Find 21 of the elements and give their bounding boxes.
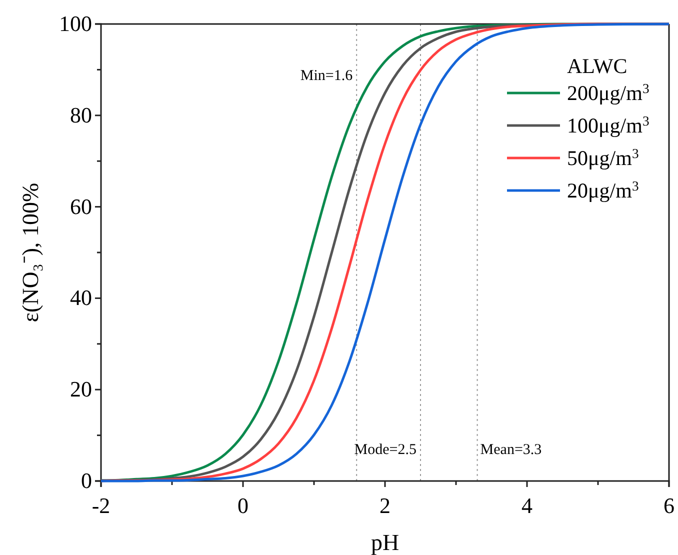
- x-tick-label: 2: [380, 493, 390, 518]
- x-tick-label: -2: [92, 493, 110, 518]
- ref-line-label: Mode=2.5: [354, 442, 416, 458]
- legend-title: ALWC: [567, 54, 628, 78]
- x-tick-label: 6: [664, 493, 674, 518]
- y-tick-label: 60: [70, 194, 92, 219]
- ref-line-label: Min=1.6: [300, 68, 354, 84]
- y-tick-label: 80: [70, 102, 92, 128]
- x-tick-label: 4: [522, 493, 532, 518]
- y-tick-label: 20: [70, 376, 92, 402]
- legend-label: 20μg/m$^{3}$: [567, 178, 639, 202]
- legend-label: 100μg/m$^{3}$: [567, 113, 650, 138]
- y-tick-label: 100: [59, 11, 92, 36]
- legend-label: 50μg/m$^{3}$: [567, 146, 639, 170]
- legend-label: 200μg/m$^{3}$: [567, 80, 650, 105]
- x-tick-label: 0: [238, 493, 248, 518]
- y-tick-label: 0: [81, 468, 92, 494]
- y-axis-title: ε(NO₃⁻), 100%: [18, 182, 43, 322]
- ref-line-label: Mean=3.3: [480, 442, 542, 458]
- x-axis-title: pH: [370, 530, 400, 555]
- y-tick-label: 40: [70, 285, 92, 310]
